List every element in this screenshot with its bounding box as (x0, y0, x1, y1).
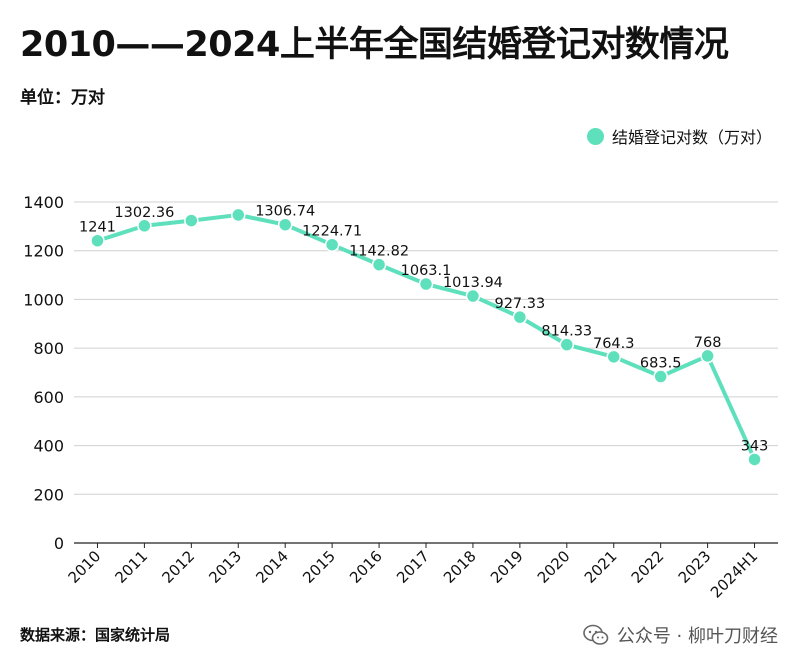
data-point (277, 217, 293, 232)
data-point (324, 237, 340, 252)
data-point (231, 207, 246, 223)
data-point (371, 257, 387, 272)
y-tick-label: 1000 (23, 290, 64, 309)
x-tick-label: 2022 (628, 547, 668, 587)
data-point (559, 337, 575, 352)
data-label: 1142.82 (349, 244, 409, 260)
data-label: 683.5 (640, 356, 682, 372)
y-tick-label: 0 (54, 534, 64, 553)
data-label: 927.33 (494, 296, 545, 312)
data-label: 768 (694, 335, 722, 351)
series-line (96, 212, 757, 461)
x-tick-label: 2021 (581, 547, 621, 587)
unit-label: 单位：万对 (20, 88, 105, 108)
x-tick-label: 2024H1 (707, 547, 761, 601)
x-tick-label: 2014 (252, 547, 292, 587)
x-tick-label: 2013 (205, 547, 245, 587)
data-label: 814.33 (541, 324, 592, 340)
x-tick-label: 2015 (299, 547, 339, 587)
data-point (465, 288, 481, 304)
data-point (137, 218, 152, 234)
x-tick-label: 2019 (487, 547, 527, 587)
y-tick-label: 400 (33, 437, 64, 456)
x-tick-label: 2017 (393, 547, 433, 587)
data-point (418, 276, 434, 292)
y-tick-label: 1400 (23, 193, 64, 212)
legend: 结婚登记对数（万对） (586, 124, 772, 148)
data-point (747, 452, 762, 467)
data-point (184, 213, 199, 228)
data-label: 1241 (79, 220, 116, 236)
data-point (653, 369, 668, 384)
x-tick-label: 2020 (534, 547, 574, 587)
chart-title: 2010——2024上半年全国结婚登记对数情况 (20, 25, 729, 65)
x-tick-label: 2010 (65, 547, 105, 587)
data-point (606, 349, 621, 365)
y-tick-label: 1200 (23, 242, 64, 261)
watermark-text: 公众号 · 柳叶刀财经 (616, 626, 778, 647)
watermark: 公众号 · 柳叶刀财经 (583, 622, 778, 648)
x-tick-label: 2012 (158, 547, 198, 587)
source-note: 数据来源：国家统计局 (20, 626, 171, 644)
data-label: 1306.74 (255, 204, 315, 220)
wechat-icon (583, 624, 609, 645)
data-label: 343 (741, 438, 769, 454)
data-point (700, 348, 715, 364)
x-tick-label: 2011 (111, 547, 151, 587)
data-label: 1224.71 (302, 224, 362, 240)
y-tick-label: 200 (33, 485, 64, 504)
data-label: 1063.1 (401, 263, 452, 279)
data-label: 1302.36 (114, 205, 174, 221)
data-label: 764.3 (593, 336, 635, 352)
x-tick-label: 2018 (440, 547, 480, 587)
legend-label: 结婚登记对数（万对） (611, 128, 772, 147)
data-point (512, 309, 528, 325)
y-tick-label: 600 (33, 388, 64, 407)
x-tick-label: 2023 (675, 547, 715, 587)
x-tick-label: 2016 (346, 547, 386, 587)
y-tick-label: 800 (33, 339, 64, 358)
data-label: 1013.94 (443, 275, 503, 291)
data-point (90, 233, 105, 248)
legend-marker (586, 127, 604, 145)
